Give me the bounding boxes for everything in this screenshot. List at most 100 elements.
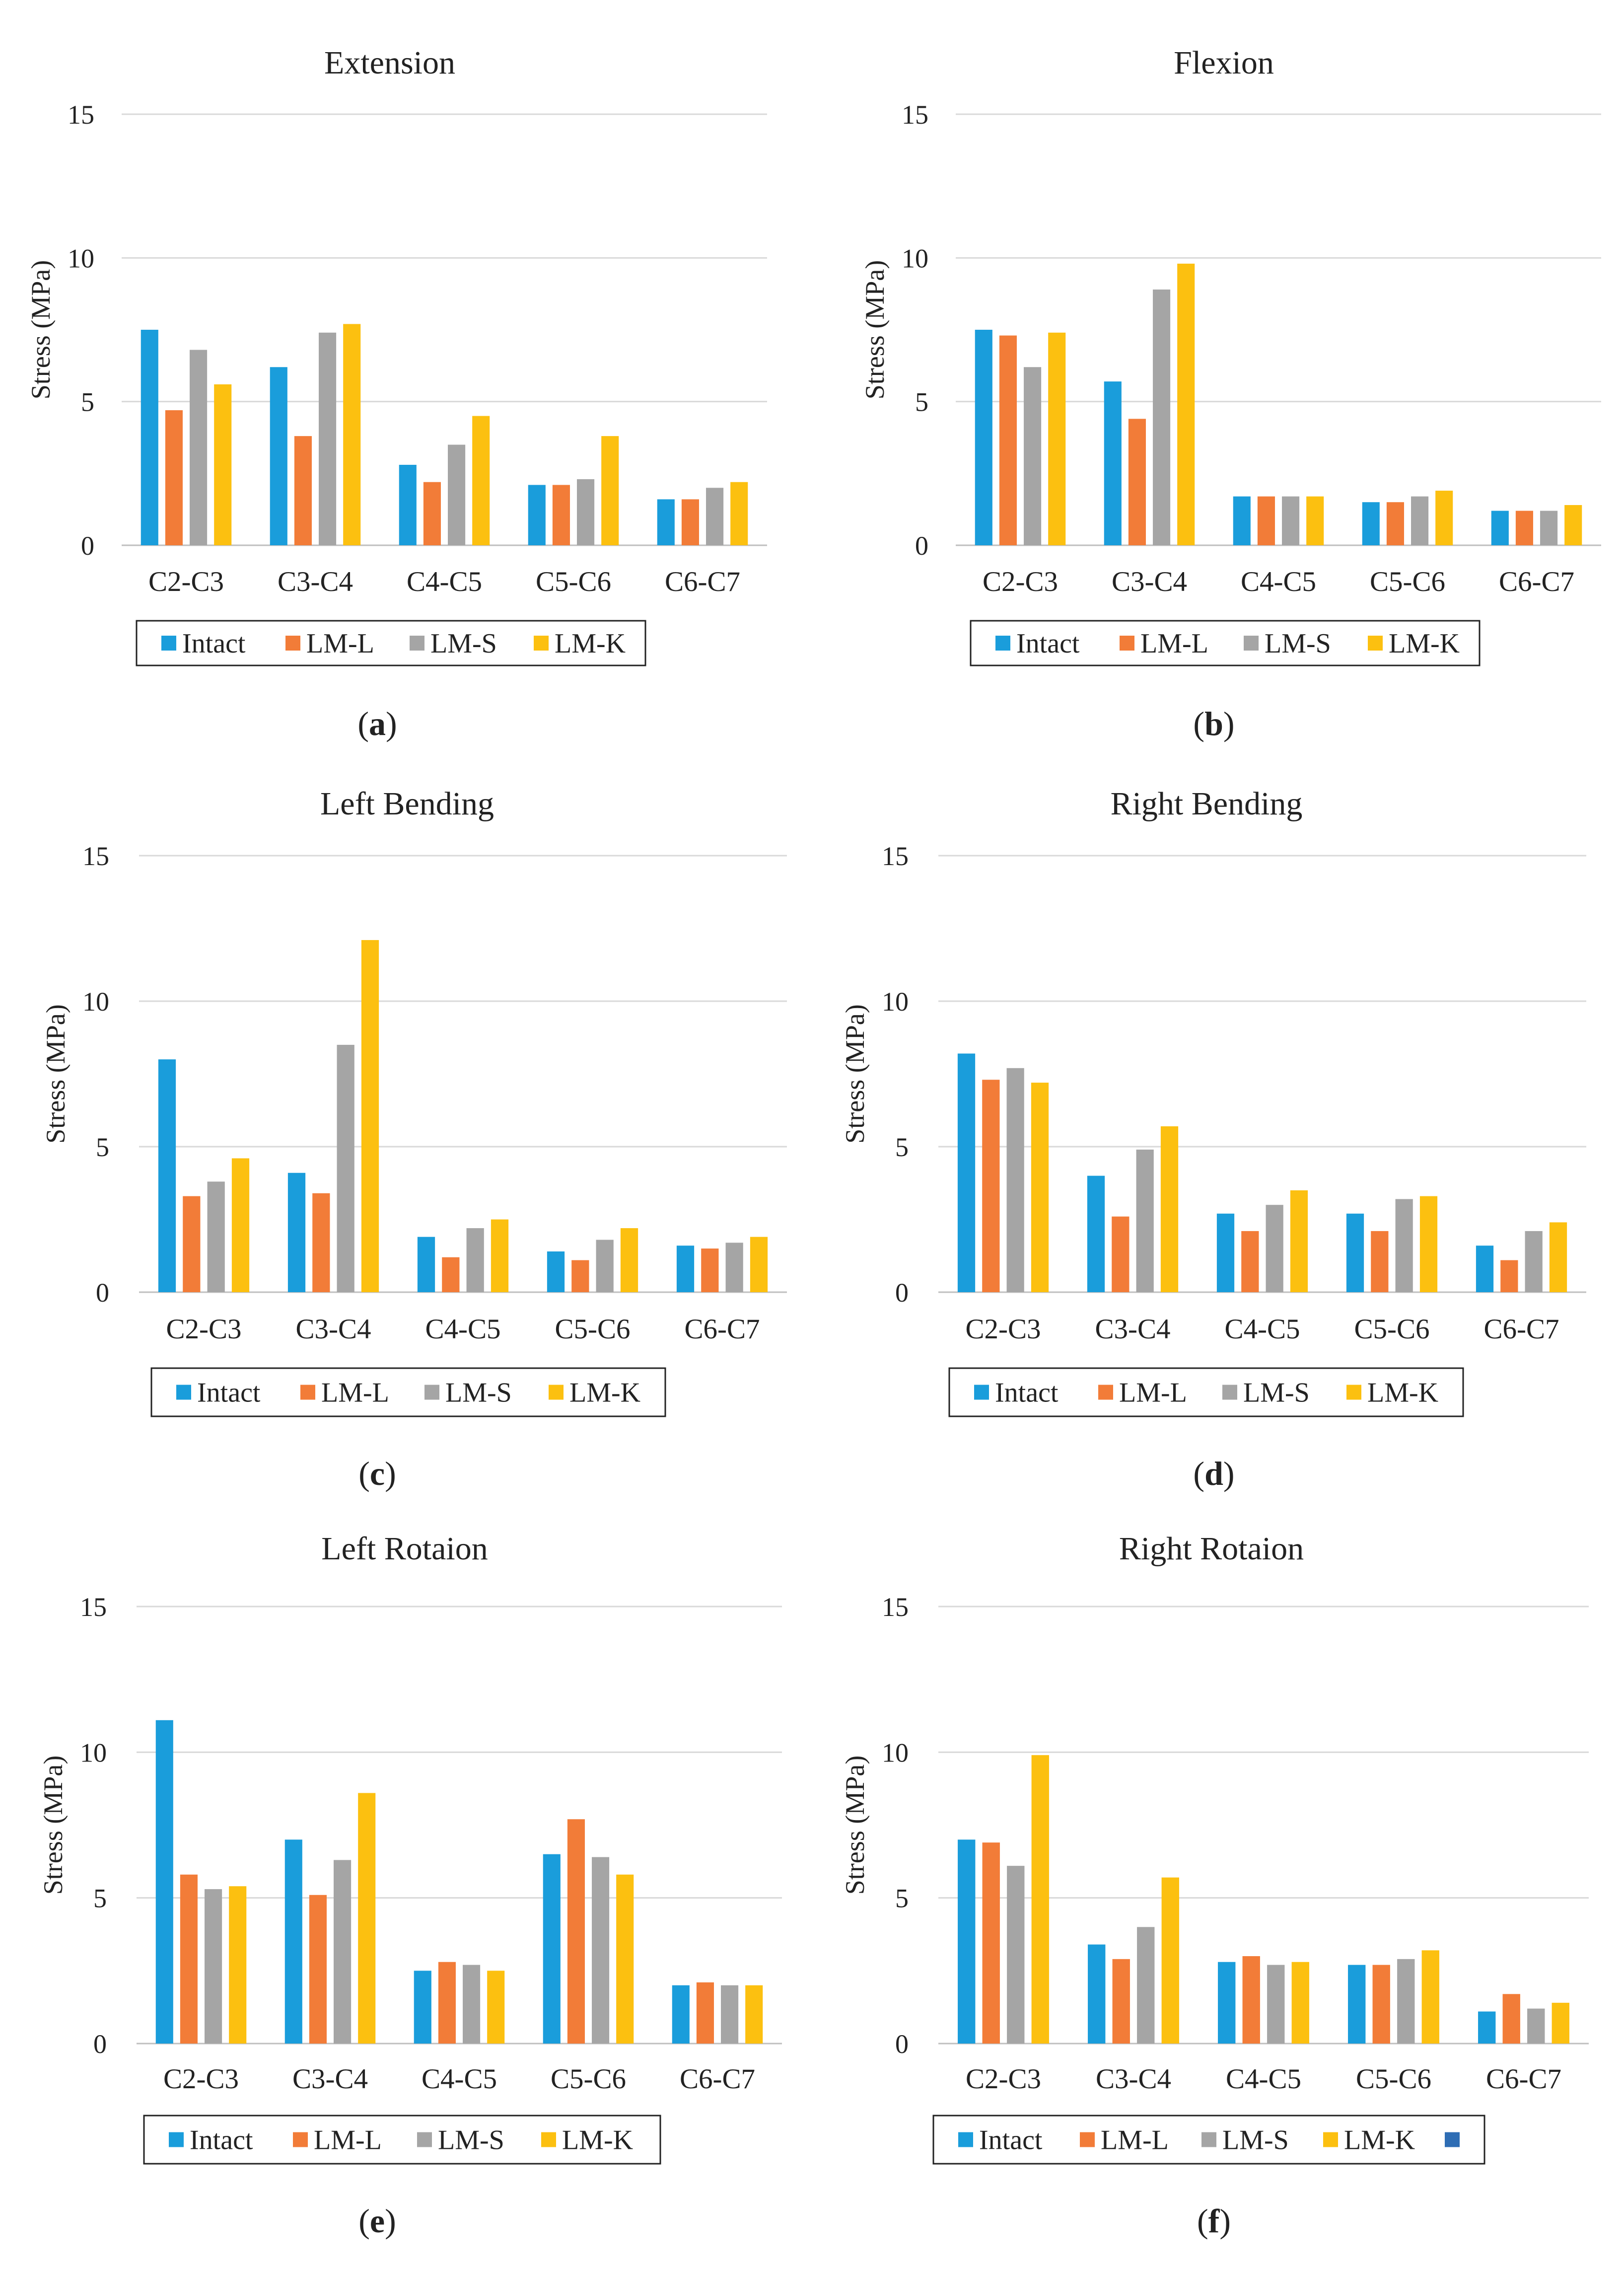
chart-title: Right Bending <box>1111 786 1303 822</box>
bar-intact-c4-c5 <box>1218 1962 1236 2044</box>
chart-panel-c: Left Bending 0 5 10 15 Stress (MPa) C2-C3 C3-C4… <box>41 786 787 1492</box>
x-tick-label: C5-C6 <box>1354 1314 1429 1345</box>
chart-title: Left Rotaion <box>321 1531 488 1567</box>
bar-intact-c2-c3 <box>155 1720 173 2044</box>
bar-intact-c4-c5 <box>414 1971 431 2044</box>
bar-lm-k-c4-c5 <box>1290 1190 1308 1292</box>
y-tick-label: 5 <box>895 1884 909 1913</box>
bar-lm-l-c2-c3 <box>180 1874 198 2044</box>
bar-lm-s-c2-c3 <box>190 350 208 545</box>
legend-swatch-lm-s <box>417 2132 432 2147</box>
x-tick-label: C4-C5 <box>1224 1314 1300 1345</box>
y-tick-label: 10 <box>80 1738 107 1767</box>
bar-lm-l-c6-c7 <box>696 1982 714 2044</box>
legend-label-intact: Intact <box>190 2125 253 2156</box>
y-tick-label: 5 <box>895 1132 909 1162</box>
bar-lm-k-c5-c6 <box>620 1228 638 1292</box>
x-tick-label: C2-C3 <box>148 566 224 597</box>
bar-intact-c6-c7 <box>1491 511 1509 545</box>
legend-label-lm-l: LM-L <box>321 1378 389 1408</box>
legend-box <box>970 620 1481 666</box>
y-tick-label: 0 <box>895 2029 909 2059</box>
legend-label-intact: Intact <box>1016 628 1080 659</box>
x-tick-label: C6-C7 <box>680 2063 755 2095</box>
legend-label-intact: Intact <box>197 1378 261 1408</box>
legend-label-lm-k: LM-K <box>1344 2125 1415 2156</box>
bar-lm-s-c2-c3 <box>207 1181 225 1292</box>
bar-lm-l-c6-c7 <box>701 1248 719 1292</box>
bar-lm-k-c4-c5 <box>487 1971 505 2044</box>
y-tick-label: 15 <box>902 100 928 130</box>
bar-lm-l-c2-c3 <box>999 335 1017 545</box>
bar-lm-s-c5-c6 <box>596 1240 614 1292</box>
bar-lm-l-c4-c5 <box>442 1257 460 1292</box>
y-axis-label: Stress (MPa) <box>840 1756 870 1895</box>
legend-label-lm-k: LM-K <box>1389 628 1460 659</box>
legend: Intact LM-L LM-S LM-K <box>932 2115 1485 2165</box>
x-tick-label: C3-C4 <box>1095 1314 1170 1345</box>
bar-lm-s-c4-c5 <box>1266 1205 1283 1292</box>
bar-intact-c3-c4 <box>284 1839 302 2044</box>
legend-swatch-intact <box>169 2132 184 2147</box>
x-tick-label: C4-C5 <box>407 566 482 597</box>
bar-lm-s-c2-c3 <box>205 1889 222 2044</box>
bar-intact-c3-c4 <box>1087 1175 1105 1292</box>
y-axis-label: Stress (MPa) <box>38 1756 68 1895</box>
legend: Intact LM-L LM-S LM-K <box>150 1367 666 1417</box>
bar-lm-l-c3-c4 <box>294 436 312 545</box>
bar-lm-l-c3-c4 <box>312 1193 330 1292</box>
y-tick-label: 5 <box>915 387 928 417</box>
legend-swatch-lm-s <box>1222 1385 1237 1400</box>
y-axis-label: Stress (MPa) <box>26 260 56 400</box>
y-tick-label: 15 <box>80 1592 107 1622</box>
bar-intact-c4-c5 <box>1233 496 1251 545</box>
x-tick-label: C3-C4 <box>1096 2063 1171 2095</box>
chart-panel-e: Left Rotaion 0 5 10 15 Stress (MPa) C2-C3 C3-C4… <box>38 1531 782 2240</box>
bar-lm-k-c2-c3 <box>229 1886 247 2044</box>
bar-lm-s-c5-c6 <box>1411 496 1429 545</box>
bar-lm-k-c6-c7 <box>1549 1222 1567 1292</box>
x-tick-label: C6-C7 <box>1499 566 1574 597</box>
x-tick-label: C5-C6 <box>1356 2063 1431 2095</box>
legend-swatch-lm-l <box>1120 636 1134 651</box>
y-tick-label: 0 <box>96 1278 109 1308</box>
bar-lm-l-c4-c5 <box>1241 1231 1259 1292</box>
y-tick-label: 15 <box>882 1592 909 1622</box>
legend-box <box>932 2115 1485 2165</box>
bar-lm-l-c2-c3 <box>982 1080 1000 1292</box>
legend-swatch-intact <box>161 636 176 651</box>
bar-lm-k-c6-c7 <box>730 482 748 545</box>
chart-title: Left Bending <box>320 786 494 822</box>
x-tick-label: C3-C4 <box>1112 566 1187 597</box>
bar-intact-c5-c6 <box>528 485 546 545</box>
bar-lm-l-c5-c6 <box>571 1260 589 1292</box>
bar-lm-s-c4-c5 <box>1282 496 1300 545</box>
bar-intact-c3-c4 <box>1104 381 1122 545</box>
bar-lm-k-c3-c4 <box>1160 1126 1179 1292</box>
panel-caption: (f) <box>1197 2202 1231 2240</box>
legend-swatch-extra <box>1445 2132 1460 2147</box>
legend-swatch-intact <box>176 1385 191 1400</box>
bar-lm-k-c3-c4 <box>343 324 361 545</box>
bar-lm-l-c3-c4 <box>309 1895 327 2044</box>
y-axis-label: Stress (MPa) <box>860 260 890 400</box>
bar-lm-k-c5-c6 <box>1421 1950 1439 2044</box>
bar-lm-l-c4-c5 <box>1242 1956 1260 2044</box>
y-tick-label: 5 <box>96 1132 109 1162</box>
bar-intact-c6-c7 <box>657 499 675 545</box>
bar-lm-s-c6-c7 <box>1525 1231 1543 1292</box>
bar-lm-l-c5-c6 <box>1386 502 1404 545</box>
bar-lm-k-c3-c4 <box>1161 1877 1179 2044</box>
bar-lm-l-c2-c3 <box>982 1842 1000 2044</box>
bar-lm-l-c4-c5 <box>423 482 441 545</box>
bar-intact-c4-c5 <box>1216 1213 1235 1292</box>
x-tick-label: C2-C3 <box>166 1314 241 1345</box>
bar-lm-s-c2-c3 <box>1006 1068 1024 1292</box>
legend-swatch-lm-s <box>410 636 424 651</box>
bar-lm-k-c2-c3 <box>1031 1083 1049 1292</box>
legend-label-lm-s: LM-S <box>1265 628 1331 659</box>
x-tick-label: C2-C3 <box>983 566 1058 597</box>
bar-intact-c3-c4 <box>1088 1944 1106 2044</box>
legend-label-lm-l: LM-L <box>1101 2125 1169 2156</box>
